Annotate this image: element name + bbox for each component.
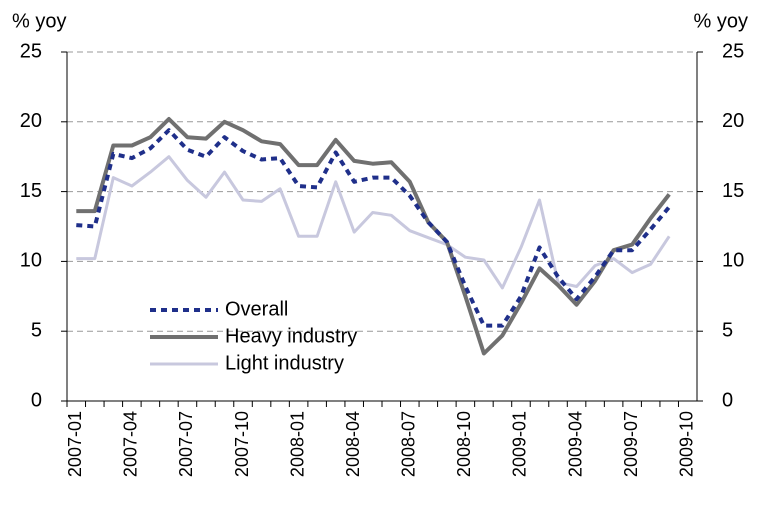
x-tick-label: 2009-10 xyxy=(676,411,696,477)
series-line xyxy=(76,155,671,290)
y-tick-label: 20 xyxy=(20,110,42,132)
y2-tick-label: 0 xyxy=(722,389,733,411)
y-tick-label: 5 xyxy=(31,319,42,341)
series-line xyxy=(76,117,671,356)
x-tick-label: 2007-04 xyxy=(121,411,141,477)
x-tick-label: 2008-07 xyxy=(399,411,419,477)
y2-tick-label: 5 xyxy=(722,319,733,341)
y2-tick-label: 10 xyxy=(722,250,744,272)
legend-label: Overall xyxy=(225,298,288,320)
y2-tick-label: 25 xyxy=(722,40,744,62)
y-tick-label: 25 xyxy=(20,40,42,62)
x-tick-label: 2007-01 xyxy=(65,411,85,477)
x-tick-label: 2009-04 xyxy=(565,411,585,477)
x-tick-label: 2008-10 xyxy=(454,411,474,477)
x-tick-label: 2009-01 xyxy=(510,411,530,477)
legend-label: Heavy industry xyxy=(225,325,357,347)
x-tick-label: 2008-04 xyxy=(343,411,363,477)
y-axis-label: % yoy xyxy=(12,10,66,32)
y-tick-label: 15 xyxy=(20,180,42,202)
x-tick-label: 2008-01 xyxy=(287,411,307,477)
x-tick-label: 2007-10 xyxy=(232,411,252,477)
x-tick-label: 2009-07 xyxy=(621,411,641,477)
y2-tick-label: 15 xyxy=(722,180,744,202)
y-tick-label: 10 xyxy=(20,250,42,272)
y2-axis-label: % yoy xyxy=(694,10,748,32)
series-line xyxy=(76,128,671,328)
y2-tick-label: 20 xyxy=(722,110,744,132)
legend-label: Light industry xyxy=(225,352,344,374)
x-tick-label: 2007-07 xyxy=(176,411,196,477)
y-tick-label: 0 xyxy=(31,389,42,411)
